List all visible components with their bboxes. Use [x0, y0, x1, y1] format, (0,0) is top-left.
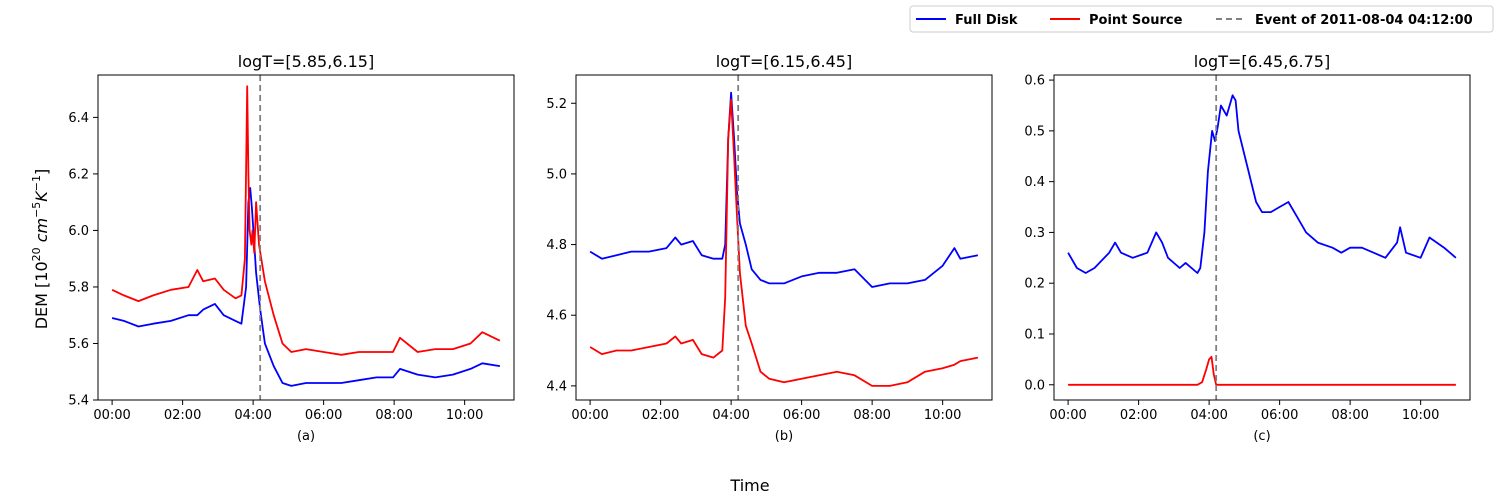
y-tick-label: 5.4	[68, 394, 89, 409]
x-tick-label: 04:00	[234, 408, 271, 423]
x-tick-label: 04:00	[1190, 408, 1227, 423]
x-tick-label: 02:00	[1120, 408, 1157, 423]
x-tick-label: 04:00	[712, 408, 749, 423]
legend-label-point-source: Point Source	[1089, 13, 1183, 28]
y-tick-label: 4.8	[546, 238, 567, 253]
panels: 00:00 02:00 04:00 06:00 08:00 10:00 5.4 5.6 5.8 6…	[68, 52, 1471, 444]
series-line-point-source	[111, 85, 501, 356]
figure-ylabel: DEM [1020 cm−5K−1]	[30, 169, 51, 330]
y-tick-label: 0.6	[1024, 74, 1045, 89]
axes-frame	[1053, 74, 1471, 401]
y-tick-label: 0.5	[1024, 124, 1045, 139]
axes-frame	[575, 74, 993, 401]
y-tick-label: 0.4	[1024, 175, 1045, 190]
series-group	[111, 85, 501, 387]
y-tick-label: 5.8	[68, 280, 89, 295]
x-tick-label: 06:00	[305, 408, 342, 423]
x-tick-label: 10:00	[924, 408, 961, 423]
x-tick-label: 10:00	[1402, 408, 1439, 423]
panel-a: 00:00 02:00 04:00 06:00 08:00 10:00 5.4 5.6 5.8 6…	[68, 52, 515, 444]
panel-c: 00:00 02:00 04:00 06:00 08:00 10:00 0.0 0.1 0.2 0…	[1024, 52, 1471, 444]
x-tick-label: 00:00	[93, 408, 130, 423]
ylabel-sup-minus1: −1	[30, 175, 43, 191]
ylabel-sup-minus5: −5	[30, 202, 43, 218]
ylabel-part-close: ]	[32, 169, 51, 175]
ylabel-part-k: K	[32, 190, 51, 202]
y-tick-label: 5.0	[546, 167, 567, 182]
ylabel-sup-20: 20	[30, 247, 43, 261]
x-tick-label: 08:00	[1331, 408, 1368, 423]
panel-title: logT=[5.85,6.15]	[238, 52, 374, 71]
y-tick-label: 5.6	[68, 337, 89, 352]
panel-b: 00:00 02:00 04:00 06:00 08:00 10:00 4.4 4.6 4.8 5…	[546, 52, 993, 444]
y-tick-label: 0.3	[1024, 226, 1045, 241]
x-tick-label: 00:00	[571, 408, 608, 423]
x-tick-label: 02:00	[642, 408, 679, 423]
panel-title: logT=[6.15,6.45]	[716, 52, 852, 71]
panel-title: logT=[6.45,6.75]	[1194, 52, 1330, 71]
y-tick-label: 4.6	[546, 309, 567, 324]
y-tick-label: 6.4	[68, 111, 89, 126]
axes-frame	[97, 74, 515, 401]
y-tick-label: 5.2	[546, 97, 567, 112]
ylabel-part-cm: cm	[32, 218, 51, 247]
series-line-full-disk	[589, 91, 979, 288]
y-tick-label: 6.0	[68, 224, 89, 239]
y-tick-label: 0.2	[1024, 277, 1045, 292]
series-group	[589, 91, 979, 387]
x-tick-label: 08:00	[853, 408, 890, 423]
legend-label-event: Event of 2011-08-04 04:12:00	[1255, 13, 1473, 28]
x-tick-label: 06:00	[783, 408, 820, 423]
legend-frame	[909, 5, 1494, 33]
panel-caption: (a)	[297, 429, 315, 444]
legend: Full Disk Point Source Event of 2011-08-…	[909, 5, 1494, 33]
y-tick-label: 0.1	[1024, 327, 1045, 342]
x-tick-label: 00:00	[1049, 408, 1086, 423]
x-tick-label: 06:00	[1261, 408, 1298, 423]
series-line-point-source	[589, 98, 979, 387]
series-line-full-disk	[1067, 94, 1457, 274]
x-tick-label: 08:00	[375, 408, 412, 423]
legend-label-full-disk: Full Disk	[955, 13, 1018, 28]
y-tick-label: 4.4	[546, 379, 567, 394]
panel-caption: (c)	[1253, 429, 1270, 444]
x-tick-label: 10:00	[446, 408, 483, 423]
panel-caption: (b)	[775, 429, 793, 444]
y-tick-label: 0.0	[1024, 378, 1045, 393]
y-tick-label: 6.2	[68, 167, 89, 182]
figure-xlabel: Time	[729, 476, 769, 495]
series-line-full-disk	[111, 187, 501, 387]
series-line-point-source	[1068, 355, 1456, 386]
x-tick-label: 02:00	[164, 408, 201, 423]
ylabel-part-dem: DEM [10	[32, 261, 51, 329]
series-group	[1067, 94, 1457, 386]
